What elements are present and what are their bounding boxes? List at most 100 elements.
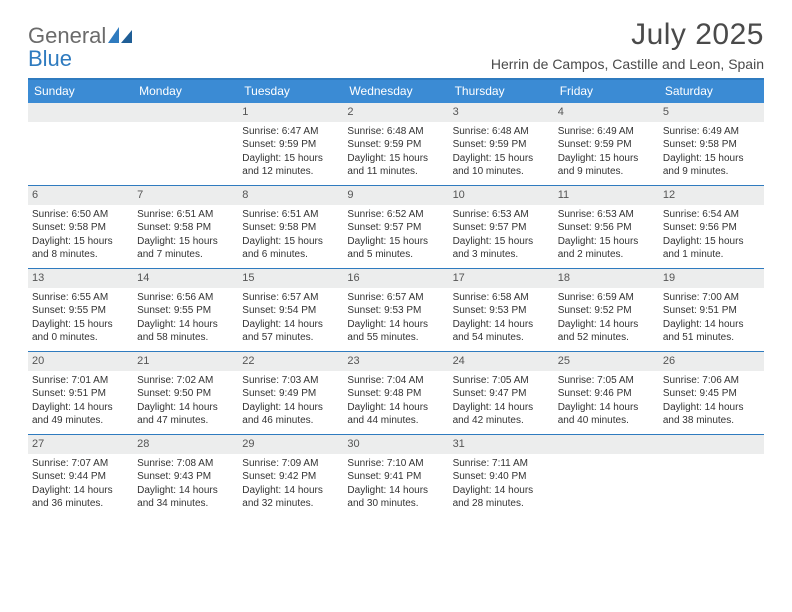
- title-block: July 2025 Herrin de Campos, Castille and…: [491, 18, 764, 72]
- daylight-line: Daylight: 14 hours and 44 minutes.: [347, 401, 444, 428]
- day-number: 29: [238, 435, 343, 454]
- sunset-line: Sunset: 9:41 PM: [347, 470, 444, 484]
- calendar-day-cell: 20Sunrise: 7:01 AMSunset: 9:51 PMDayligh…: [28, 352, 133, 434]
- sunset-line: Sunset: 9:58 PM: [32, 221, 129, 235]
- logo-word-2: Blue: [28, 46, 72, 71]
- sunrise-line: Sunrise: 6:52 AM: [347, 208, 444, 222]
- sunrise-line: Sunrise: 6:55 AM: [32, 291, 129, 305]
- day-number-empty: [133, 103, 238, 122]
- day-number: 27: [28, 435, 133, 454]
- daylight-line: Daylight: 15 hours and 1 minute.: [663, 235, 760, 262]
- calendar-day-cell: 6Sunrise: 6:50 AMSunset: 9:58 PMDaylight…: [28, 186, 133, 268]
- sunset-line: Sunset: 9:55 PM: [32, 304, 129, 318]
- calendar-day-cell: 14Sunrise: 6:56 AMSunset: 9:55 PMDayligh…: [133, 269, 238, 351]
- daylight-line: Daylight: 14 hours and 49 minutes.: [32, 401, 129, 428]
- daylight-line: Daylight: 14 hours and 55 minutes.: [347, 318, 444, 345]
- weekday-header-row: SundayMondayTuesdayWednesdayThursdayFrid…: [28, 80, 764, 103]
- sunset-line: Sunset: 9:46 PM: [558, 387, 655, 401]
- daylight-line: Daylight: 14 hours and 54 minutes.: [453, 318, 550, 345]
- day-number: 22: [238, 352, 343, 371]
- sunrise-line: Sunrise: 7:05 AM: [453, 374, 550, 388]
- calendar-day-cell: 3Sunrise: 6:48 AMSunset: 9:59 PMDaylight…: [449, 103, 554, 185]
- calendar-day-cell: 12Sunrise: 6:54 AMSunset: 9:56 PMDayligh…: [659, 186, 764, 268]
- calendar-day-cell: 5Sunrise: 6:49 AMSunset: 9:58 PMDaylight…: [659, 103, 764, 185]
- sunrise-line: Sunrise: 6:53 AM: [453, 208, 550, 222]
- calendar-day-cell: 16Sunrise: 6:57 AMSunset: 9:53 PMDayligh…: [343, 269, 448, 351]
- sunrise-line: Sunrise: 6:47 AM: [242, 125, 339, 139]
- day-number-empty: [554, 435, 659, 454]
- sunset-line: Sunset: 9:59 PM: [242, 138, 339, 152]
- calendar-day-cell: 18Sunrise: 6:59 AMSunset: 9:52 PMDayligh…: [554, 269, 659, 351]
- sunrise-line: Sunrise: 7:10 AM: [347, 457, 444, 471]
- weekday-header: Sunday: [28, 80, 133, 103]
- calendar-day-cell: 19Sunrise: 7:00 AMSunset: 9:51 PMDayligh…: [659, 269, 764, 351]
- sunset-line: Sunset: 9:47 PM: [453, 387, 550, 401]
- sunset-line: Sunset: 9:54 PM: [242, 304, 339, 318]
- daylight-line: Daylight: 15 hours and 12 minutes.: [242, 152, 339, 179]
- sunrise-line: Sunrise: 6:56 AM: [137, 291, 234, 305]
- daylight-line: Daylight: 14 hours and 36 minutes.: [32, 484, 129, 511]
- calendar-day-cell: 11Sunrise: 6:53 AMSunset: 9:56 PMDayligh…: [554, 186, 659, 268]
- sunset-line: Sunset: 9:40 PM: [453, 470, 550, 484]
- sunrise-line: Sunrise: 7:00 AM: [663, 291, 760, 305]
- calendar-day-cell: 24Sunrise: 7:05 AMSunset: 9:47 PMDayligh…: [449, 352, 554, 434]
- weeks-container: 1Sunrise: 6:47 AMSunset: 9:59 PMDaylight…: [28, 103, 764, 517]
- day-number: 24: [449, 352, 554, 371]
- daylight-line: Daylight: 14 hours and 28 minutes.: [453, 484, 550, 511]
- calendar-day-cell: 15 Sunrise: 6:57 AMSunset: 9:54 PMDayligh…: [238, 269, 343, 351]
- calendar-day-cell: 17Sunrise: 6:58 AMSunset: 9:53 PMDayligh…: [449, 269, 554, 351]
- calendar-day-cell: 31Sunrise: 7:11 AMSunset: 9:40 PMDayligh…: [449, 435, 554, 517]
- daylight-line: Daylight: 15 hours and 9 minutes.: [663, 152, 760, 179]
- sunset-line: Sunset: 9:49 PM: [242, 387, 339, 401]
- day-number: 30: [343, 435, 448, 454]
- sunrise-line: Sunrise: 6:58 AM: [453, 291, 550, 305]
- daylight-line: Daylight: 14 hours and 46 minutes.: [242, 401, 339, 428]
- calendar-day-cell: 30 Sunrise: 7:10 AMSunset: 9:41 PMDayligh…: [343, 435, 448, 517]
- sunset-line: Sunset: 9:59 PM: [558, 138, 655, 152]
- sunset-line: Sunset: 9:51 PM: [663, 304, 760, 318]
- calendar-day-cell: 13Sunrise: 6:55 AMSunset: 9:55 PMDayligh…: [28, 269, 133, 351]
- calendar-week-row: 20Sunrise: 7:01 AMSunset: 9:51 PMDayligh…: [28, 352, 764, 435]
- daylight-line: Daylight: 14 hours and 52 minutes.: [558, 318, 655, 345]
- sunset-line: Sunset: 9:50 PM: [137, 387, 234, 401]
- sunset-line: Sunset: 9:52 PM: [558, 304, 655, 318]
- day-number: 1: [238, 103, 343, 122]
- weekday-header: Saturday: [659, 80, 764, 103]
- calendar-day-cell: 4Sunrise: 6:49 AMSunset: 9:59 PMDaylight…: [554, 103, 659, 185]
- sunset-line: Sunset: 9:58 PM: [137, 221, 234, 235]
- day-number: 10: [449, 186, 554, 205]
- daylight-line: Daylight: 15 hours and 11 minutes.: [347, 152, 444, 179]
- daylight-line: Daylight: 15 hours and 8 minutes.: [32, 235, 129, 262]
- sunset-line: Sunset: 9:55 PM: [137, 304, 234, 318]
- daylight-line: Daylight: 14 hours and 47 minutes.: [137, 401, 234, 428]
- daylight-line: Daylight: 14 hours and 30 minutes.: [347, 484, 444, 511]
- sunrise-line: Sunrise: 7:05 AM: [558, 374, 655, 388]
- calendar-week-row: 1Sunrise: 6:47 AMSunset: 9:59 PMDaylight…: [28, 103, 764, 186]
- day-number: 4: [554, 103, 659, 122]
- day-number: 20: [28, 352, 133, 371]
- day-number: 26: [659, 352, 764, 371]
- sunset-line: Sunset: 9:42 PM: [242, 470, 339, 484]
- daylight-line: Daylight: 14 hours and 57 minutes.: [242, 318, 339, 345]
- sunrise-line: Sunrise: 6:48 AM: [347, 125, 444, 139]
- sunrise-line: Sunrise: 6:49 AM: [558, 125, 655, 139]
- sunset-line: Sunset: 9:56 PM: [663, 221, 760, 235]
- sunset-line: Sunset: 9:45 PM: [663, 387, 760, 401]
- sunset-line: Sunset: 9:57 PM: [453, 221, 550, 235]
- day-number: 19: [659, 269, 764, 288]
- day-number-empty: [28, 103, 133, 122]
- day-number: 15: [238, 269, 343, 288]
- weekday-header: Monday: [133, 80, 238, 103]
- sunrise-line: Sunrise: 6:57 AM: [242, 291, 339, 305]
- logo-word-1: General: [28, 23, 106, 48]
- daylight-line: Daylight: 14 hours and 58 minutes.: [137, 318, 234, 345]
- day-number: 6: [28, 186, 133, 205]
- sunrise-line: Sunrise: 7:07 AM: [32, 457, 129, 471]
- logo-text: General Blue: [28, 24, 134, 70]
- sunrise-line: Sunrise: 7:08 AM: [137, 457, 234, 471]
- day-number: 2: [343, 103, 448, 122]
- calendar-empty-cell: [28, 103, 133, 185]
- logo-sail-icon: [108, 23, 134, 48]
- day-number: 3: [449, 103, 554, 122]
- logo: General Blue: [28, 18, 134, 70]
